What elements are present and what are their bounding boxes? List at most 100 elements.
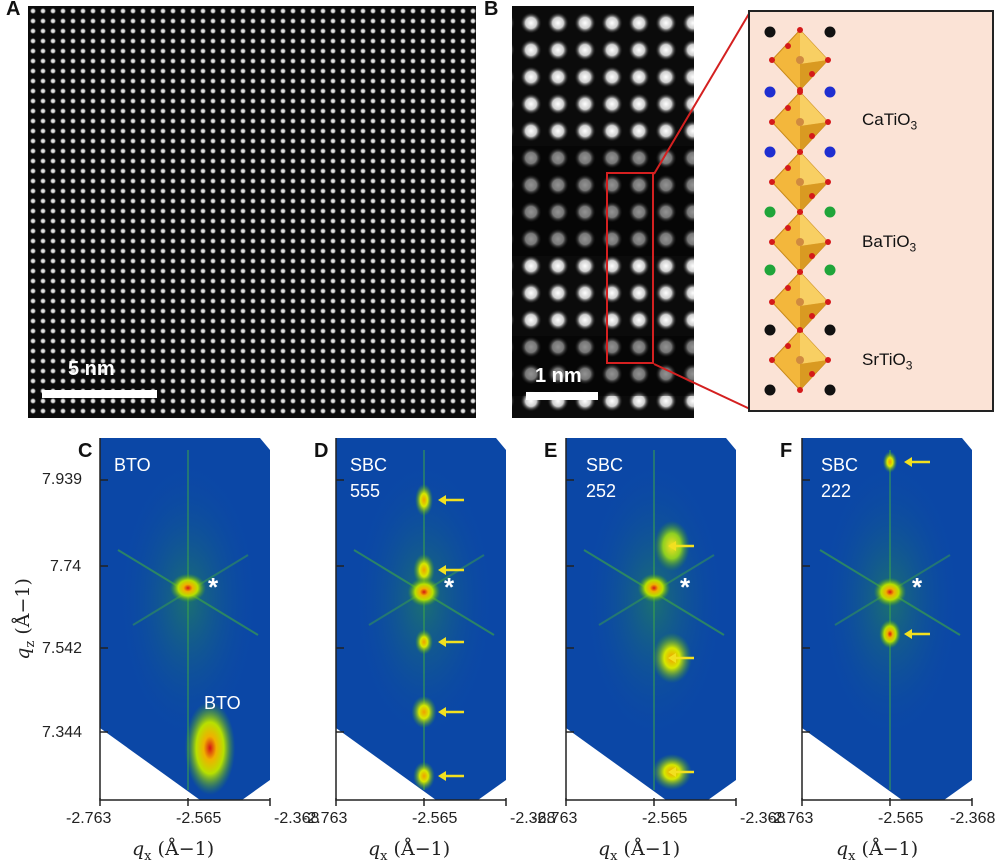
oxygen-atom: [809, 253, 815, 259]
a-site-cation: [824, 206, 836, 218]
a-site-cation: [824, 324, 836, 336]
rsm-panel: [801, 438, 973, 806]
oxygen-atom: [769, 119, 775, 125]
diffraction-peak: [411, 695, 437, 729]
star-f: *: [912, 572, 923, 602]
x-tick-label: -2.368: [950, 810, 996, 827]
lattice-band: [512, 146, 694, 256]
zoom-connector-lines: [653, 11, 751, 410]
panel-letter-b: B: [484, 0, 499, 20]
structure-schematic: CaTiO3 BaTiO3 SrTiO3: [748, 10, 994, 412]
oxygen-atom: [825, 357, 831, 363]
oxygen-atom: [769, 299, 775, 305]
x-tick-label: -2.565: [412, 810, 458, 827]
substrate-peak-label-c: BTO: [204, 693, 241, 713]
panel-letter-c: C: [78, 440, 93, 462]
oxygen-atom: [797, 269, 803, 275]
rsm-panel: [99, 438, 271, 806]
y-axis-title: qz (Å−1): [12, 578, 38, 660]
a-site-cation: [764, 264, 776, 276]
x-axis-title-e: qx (Å−1): [598, 838, 681, 864]
tio6-octahedron: [769, 209, 831, 275]
panel-letter-e: E: [544, 440, 558, 462]
tio6-octahedron: [769, 269, 831, 335]
layer-label-srtio3: SrTiO3: [862, 350, 913, 373]
x-tick-label: -2.368: [510, 810, 556, 827]
panel-letter-d: D: [314, 440, 329, 462]
stem-lattice-a: [28, 6, 476, 418]
oxygen-atom: [769, 357, 775, 363]
rsm-axes: [335, 438, 506, 801]
x-tick-label: -2.763: [768, 810, 814, 827]
x-tick-label: -2.565: [878, 810, 924, 827]
y-tick-label: 7.939: [42, 471, 83, 488]
x-tick-label: -2.368: [274, 810, 320, 827]
a-site-cation: [824, 86, 836, 98]
rsm-axes: [99, 438, 270, 801]
scale-bar-a: [42, 390, 157, 398]
layer-label-batio3: BaTiO3: [862, 232, 917, 255]
a-site-cation: [824, 384, 836, 396]
rsm-axes: [565, 438, 736, 801]
diffraction-peak: [882, 451, 898, 473]
rsm-label-e: SBC 252: [586, 455, 624, 501]
diffraction-peak: [407, 577, 441, 607]
y-tick-label: 7.74: [50, 558, 82, 575]
x-axis-title-c: qx (Å−1): [132, 838, 215, 864]
rsm-panel: [565, 438, 737, 806]
x-tick-label: -2.565: [642, 810, 688, 827]
oxygen-atom: [769, 57, 775, 63]
scale-bar-b: [526, 392, 598, 400]
oxygen-atom: [825, 299, 831, 305]
diffraction-peak: [637, 573, 671, 603]
stem-image-b: [512, 6, 694, 418]
diffraction-peak: [879, 619, 901, 649]
tio6-octahedron: [769, 27, 831, 93]
x-tick-label: -2.763: [66, 810, 112, 827]
star-c: *: [208, 572, 219, 602]
oxygen-atom: [785, 43, 791, 49]
rsm-label-d: SBC 555: [350, 455, 388, 501]
x-axis-title-f: qx (Å−1): [836, 838, 919, 864]
x-tick-label: -2.763: [302, 810, 348, 827]
perovskite-stack: [764, 26, 836, 396]
rsm-label-c: BTO: [114, 455, 151, 475]
rsm-axes: [801, 438, 972, 801]
stem-lattice-b: [512, 6, 694, 418]
oxygen-atom: [785, 105, 791, 111]
x-tick-label: -2.565: [176, 810, 222, 827]
oxygen-atom: [825, 239, 831, 245]
a-site-cation: [764, 324, 776, 336]
oxygen-atom: [797, 327, 803, 333]
x-axis-title-d: qx (Å−1): [368, 838, 451, 864]
oxygen-atom: [785, 225, 791, 231]
panel-letter-a: A: [6, 0, 21, 20]
rsm-label-f: SBC 222: [821, 455, 859, 501]
x-tick-label: -2.368: [740, 810, 786, 827]
oxygen-atom: [769, 239, 775, 245]
diffraction-peak: [415, 629, 433, 655]
oxygen-atom: [797, 209, 803, 215]
oxygen-atom: [809, 133, 815, 139]
oxygen-atom: [797, 387, 803, 393]
rsm-panel: [335, 438, 507, 806]
y-tick-label: 7.344: [42, 724, 83, 741]
zoom-box: [606, 172, 654, 364]
oxygen-atom: [809, 313, 815, 319]
scale-label-a: 5 nm: [68, 358, 115, 380]
tio6-octahedron: [769, 89, 831, 155]
a-site-cation: [764, 206, 776, 218]
a-site-cation: [764, 26, 776, 38]
star-d: *: [444, 572, 455, 602]
y-tick-label: 7.542: [42, 640, 83, 657]
oxygen-atom: [825, 179, 831, 185]
a-site-cation: [824, 26, 836, 38]
scale-label-b: 1 nm: [535, 365, 582, 387]
diffraction-peak: [413, 553, 435, 587]
oxygen-atom: [825, 119, 831, 125]
oxygen-atom: [785, 165, 791, 171]
tio6-octahedron: [769, 149, 831, 215]
oxygen-atom: [809, 71, 815, 77]
oxygen-atom: [797, 27, 803, 33]
x-tick-label: -2.763: [532, 810, 578, 827]
